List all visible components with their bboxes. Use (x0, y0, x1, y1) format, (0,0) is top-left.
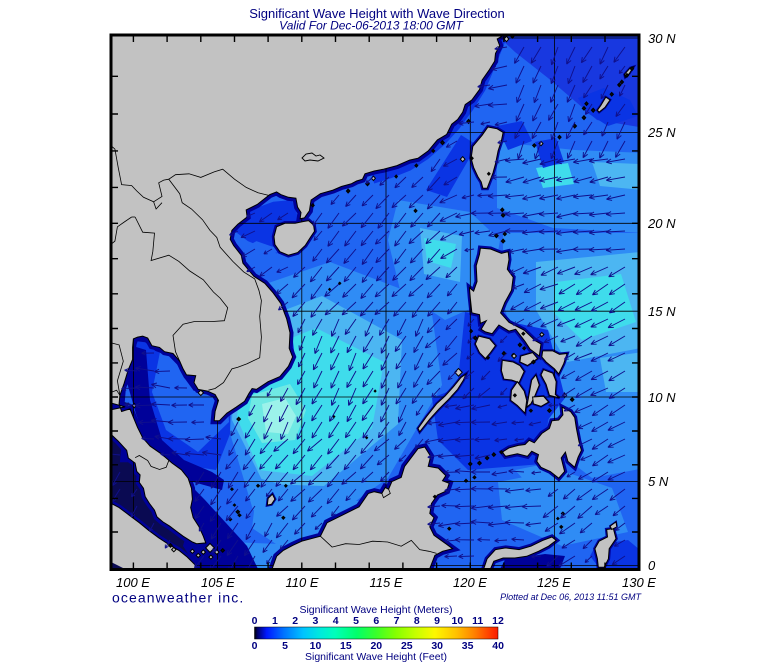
svg-text:7: 7 (394, 615, 400, 627)
svg-text:105 E: 105 E (201, 575, 235, 590)
svg-text:Valid For Dec-06-2013 18:00 GM: Valid For Dec-06-2013 18:00 GMT (279, 19, 464, 33)
svg-text:6: 6 (373, 615, 379, 627)
svg-text:25 N: 25 N (647, 125, 676, 140)
svg-text:Significant Wave Height (Meter: Significant Wave Height (Meters) (299, 604, 452, 616)
svg-text:125 E: 125 E (537, 575, 571, 590)
svg-text:110 E: 110 E (285, 575, 318, 590)
svg-text:4: 4 (333, 615, 339, 627)
svg-text:2: 2 (292, 615, 298, 627)
svg-text:5: 5 (353, 615, 359, 627)
svg-text:5: 5 (282, 640, 288, 652)
svg-text:Plotted at Dec 06, 2013 11:51: Plotted at Dec 06, 2013 11:51 GMT (500, 592, 642, 602)
svg-text:0: 0 (252, 615, 258, 627)
svg-text:120 E: 120 E (453, 575, 487, 590)
svg-text:8: 8 (414, 615, 420, 627)
svg-text:Significant Wave Height (Feet): Significant Wave Height (Feet) (305, 651, 447, 663)
svg-text:100 E: 100 E (116, 575, 150, 590)
svg-text:oceanweather inc.: oceanweather inc. (112, 590, 244, 606)
svg-text:30 N: 30 N (648, 31, 676, 46)
svg-text:115 E: 115 E (369, 575, 402, 590)
svg-text:9: 9 (434, 615, 440, 627)
svg-text:15: 15 (340, 640, 352, 652)
svg-text:0: 0 (252, 640, 258, 652)
svg-text:5 N: 5 N (648, 474, 669, 489)
svg-text:3: 3 (312, 615, 318, 627)
svg-text:130 E: 130 E (622, 575, 656, 590)
svg-text:20 N: 20 N (647, 216, 676, 231)
svg-text:20: 20 (370, 640, 382, 652)
svg-text:Significant Wave Height with W: Significant Wave Height with Wave Direct… (249, 6, 505, 21)
svg-text:35: 35 (462, 640, 474, 652)
svg-text:40: 40 (492, 640, 504, 652)
svg-text:10: 10 (310, 640, 322, 652)
svg-text:11: 11 (472, 615, 483, 627)
svg-text:0: 0 (648, 558, 656, 573)
svg-text:10 N: 10 N (648, 390, 676, 405)
svg-text:12: 12 (492, 615, 504, 627)
svg-text:25: 25 (401, 640, 413, 652)
svg-text:15 N: 15 N (648, 304, 676, 319)
svg-text:30: 30 (431, 640, 443, 652)
svg-text:10: 10 (452, 615, 464, 627)
svg-text:1: 1 (272, 615, 278, 627)
